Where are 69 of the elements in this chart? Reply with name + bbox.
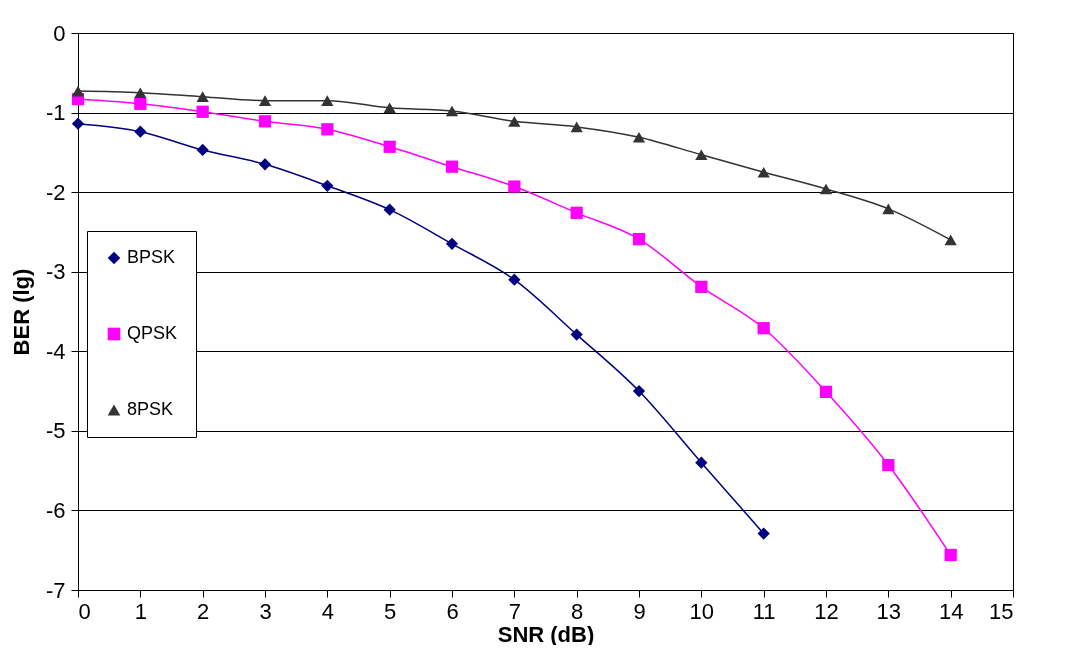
point xyxy=(134,97,147,110)
x-tick-label: 8 xyxy=(571,598,584,624)
x-tick-label: 12 xyxy=(814,598,839,624)
point xyxy=(445,105,459,117)
point xyxy=(134,125,147,138)
x-tick-label: 2 xyxy=(197,598,210,624)
point xyxy=(695,456,708,469)
x-tick-label: 10 xyxy=(689,598,715,624)
x-tick-label: 0 xyxy=(78,598,91,624)
point xyxy=(819,385,833,398)
point xyxy=(383,102,396,114)
point xyxy=(632,384,646,398)
point xyxy=(383,203,396,216)
point xyxy=(570,206,583,219)
point xyxy=(695,149,708,161)
point xyxy=(508,273,521,286)
x-tick-label: 6 xyxy=(446,598,459,624)
point xyxy=(258,158,272,171)
point xyxy=(134,87,147,98)
point xyxy=(882,458,895,472)
point xyxy=(632,232,646,246)
y-tick-label: -3 xyxy=(45,259,66,285)
point xyxy=(944,548,957,562)
x-tick-label: 5 xyxy=(384,598,397,624)
point xyxy=(570,121,583,133)
point xyxy=(196,105,209,118)
x-tick-label: 7 xyxy=(508,598,521,624)
x-tick-label: 15 xyxy=(989,598,1014,624)
y-tick-label: -5 xyxy=(45,418,66,444)
y-tick-label: 0 xyxy=(53,20,66,46)
point xyxy=(570,328,583,341)
x-tick-label: 9 xyxy=(633,598,646,624)
point xyxy=(71,85,85,97)
point xyxy=(258,95,272,106)
point xyxy=(944,234,957,246)
x-tick-label: 3 xyxy=(259,598,272,624)
x-tick-label: 11 xyxy=(752,598,776,624)
y-axis-title: BER (lg) xyxy=(8,268,34,356)
y-tick-label: -1 xyxy=(45,100,66,126)
point xyxy=(757,166,770,178)
point xyxy=(321,123,334,136)
point xyxy=(819,183,833,195)
point xyxy=(757,527,770,540)
y-tick-label: -2 xyxy=(45,179,66,205)
y-tick-label: -7 xyxy=(45,577,66,603)
y-tick-label: -6 xyxy=(45,497,66,523)
point xyxy=(445,237,459,250)
x-tick-label: 13 xyxy=(876,598,902,624)
point xyxy=(632,131,646,143)
point xyxy=(383,140,396,153)
point xyxy=(757,322,770,335)
y-tick-label: -4 xyxy=(45,338,66,364)
point xyxy=(508,116,521,127)
point xyxy=(508,180,521,193)
point xyxy=(258,115,272,128)
point xyxy=(695,280,708,293)
legend-label: BPSK xyxy=(127,247,176,267)
point xyxy=(196,91,209,102)
point xyxy=(321,95,334,106)
x-tick-label: 4 xyxy=(321,598,334,624)
legend-label: QPSK xyxy=(127,323,178,343)
x-tick-label: 1 xyxy=(134,598,147,624)
point xyxy=(71,117,85,130)
point xyxy=(196,143,209,157)
point xyxy=(445,160,459,173)
x-tick-label: 14 xyxy=(938,598,964,624)
point xyxy=(321,179,334,192)
point xyxy=(882,203,895,215)
legend-label: 8PSK xyxy=(127,399,174,419)
